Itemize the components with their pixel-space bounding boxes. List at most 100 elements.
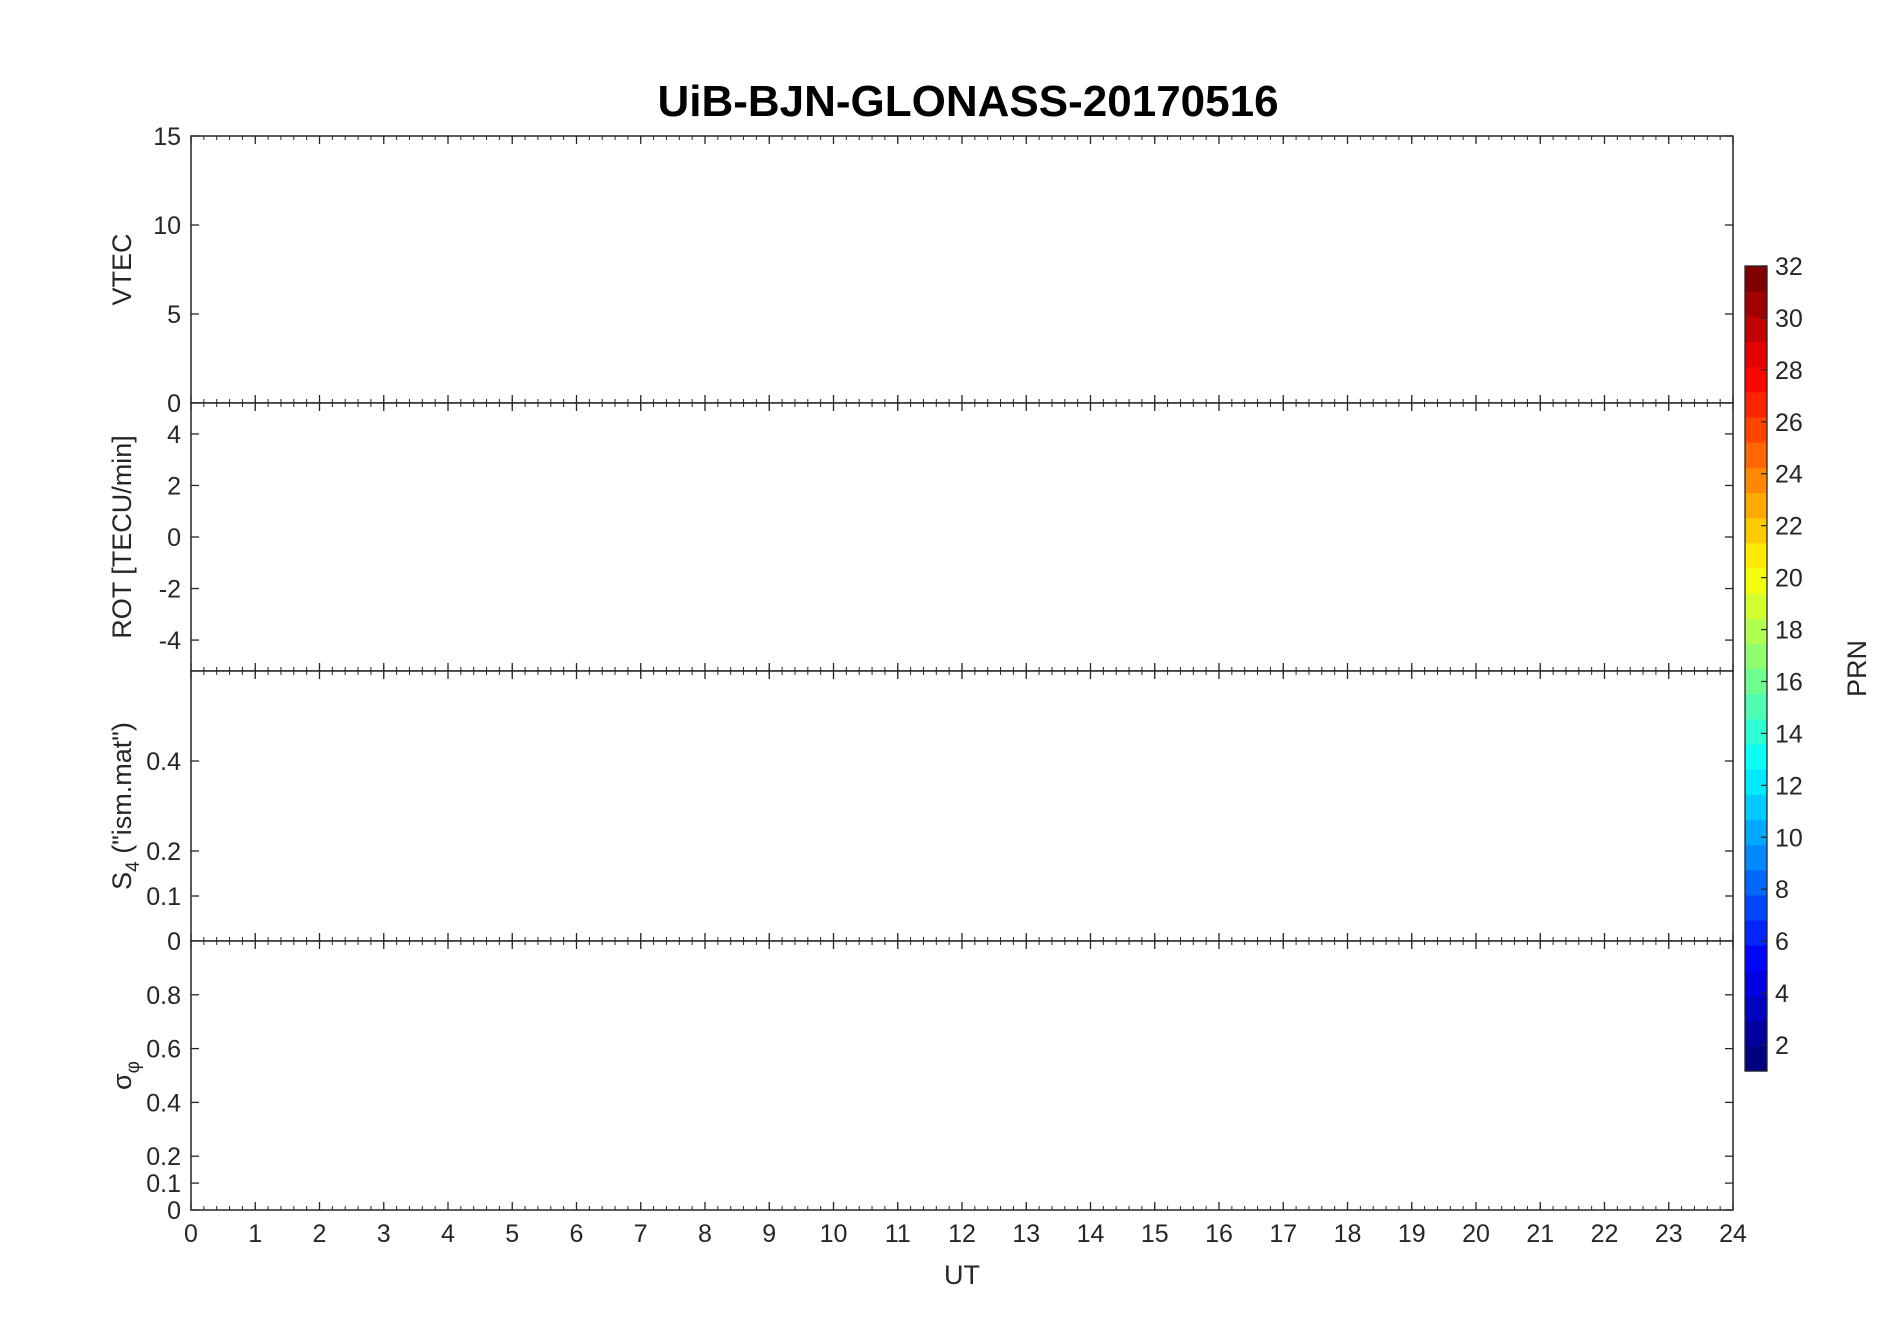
y-tick-label: 0.8 bbox=[146, 982, 181, 1010]
colorbar-segment bbox=[1745, 920, 1767, 946]
x-tick-label: 3 bbox=[377, 1220, 391, 1248]
x-tick-label: 7 bbox=[634, 1220, 648, 1248]
x-tick-label: 12 bbox=[948, 1220, 976, 1248]
colorbar-segment bbox=[1745, 517, 1767, 544]
axes-frame bbox=[190, 135, 1734, 404]
colorbar-segment bbox=[1745, 869, 1767, 896]
colorbar-segment bbox=[1745, 844, 1767, 871]
colorbar-tick-label: 18 bbox=[1775, 617, 1803, 645]
panel-rot: -4 -2 0 2 4 ROT [TECU/min] bbox=[107, 402, 1734, 672]
colorbar-tick-label: 14 bbox=[1775, 720, 1803, 748]
x-tick-label: 22 bbox=[1591, 1220, 1619, 1248]
colorbar-segment bbox=[1745, 945, 1767, 971]
figure-title: UiB-BJN-GLONASS-20170516 bbox=[657, 77, 1278, 126]
colorbar-segment bbox=[1745, 542, 1767, 569]
axes-frame bbox=[190, 402, 1734, 672]
x-tick-label: 9 bbox=[762, 1220, 776, 1248]
colorbar-segment bbox=[1745, 593, 1767, 619]
colorbar-tick-label: 30 bbox=[1775, 305, 1803, 333]
x-tick-label: 0 bbox=[184, 1220, 198, 1248]
colorbar-segment bbox=[1745, 291, 1767, 317]
y-tick-label: 2 bbox=[167, 472, 181, 500]
y-tick-label: 0 bbox=[167, 1197, 181, 1225]
colorbar-segment bbox=[1745, 341, 1767, 368]
colorbar-segment bbox=[1745, 894, 1767, 921]
y-axis-label: S4 ("ism.mat") bbox=[107, 722, 144, 890]
x-tick-label: 21 bbox=[1526, 1220, 1554, 1248]
colorbar-tick-label: 10 bbox=[1775, 824, 1803, 852]
colorbar-segment bbox=[1745, 266, 1767, 292]
colorbar-tick-label: 12 bbox=[1775, 772, 1803, 800]
colorbar-segment bbox=[1745, 316, 1767, 343]
y-tick-label: 0.1 bbox=[146, 1170, 181, 1198]
colorbar-segment bbox=[1745, 366, 1767, 393]
x-tick-label: 24 bbox=[1719, 1220, 1747, 1248]
x-tick-label: 13 bbox=[1012, 1220, 1040, 1248]
panel-s4: 0 0.1 0.2 0.4S4 ("ism.mat") bbox=[107, 670, 1734, 956]
colorbar-label: PRN bbox=[1842, 640, 1872, 697]
colorbar-segment bbox=[1745, 1045, 1767, 1072]
colorbar-tick-label: 16 bbox=[1775, 668, 1803, 696]
y-tick-label: 0.6 bbox=[146, 1036, 181, 1064]
colorbar-segment bbox=[1745, 819, 1767, 846]
colorbar-segment bbox=[1745, 718, 1767, 745]
y-tick-label: 0 bbox=[167, 524, 181, 552]
colorbar-tick-label: 8 bbox=[1775, 876, 1789, 904]
y-tick-label: 4 bbox=[167, 421, 181, 449]
colorbar-tick-label: 28 bbox=[1775, 357, 1803, 385]
colorbar-tick-label: 32 bbox=[1775, 253, 1803, 281]
y-axis-label: VTEC bbox=[107, 233, 137, 305]
x-tick-label: 10 bbox=[820, 1220, 848, 1248]
colorbar-frame bbox=[1744, 265, 1768, 1072]
y-tick-label: 0.1 bbox=[146, 883, 181, 911]
colorbar-segment bbox=[1745, 769, 1767, 795]
x-tick-label: 2 bbox=[313, 1220, 327, 1248]
y-tick-label: 0.4 bbox=[146, 748, 181, 776]
colorbar-tick-label: 20 bbox=[1775, 565, 1803, 593]
colorbar-tick-label: 6 bbox=[1775, 928, 1789, 956]
colorbar-segment bbox=[1745, 391, 1767, 418]
colorbar-segment bbox=[1745, 467, 1767, 494]
y-tick-label: -4 bbox=[159, 627, 181, 655]
x-tick-label: 8 bbox=[698, 1220, 712, 1248]
x-tick-label: 18 bbox=[1334, 1220, 1362, 1248]
y-tick-label: 10 bbox=[153, 212, 181, 240]
colorbar-segment bbox=[1745, 567, 1767, 594]
y-tick-label: -2 bbox=[159, 576, 181, 604]
colorbar-segment bbox=[1745, 668, 1767, 695]
colorbar-segment bbox=[1745, 743, 1767, 770]
y-tick-label: 15 bbox=[153, 123, 181, 151]
colorbar-segment bbox=[1745, 442, 1767, 468]
x-tick-label: 20 bbox=[1462, 1220, 1490, 1248]
colorbar-segment bbox=[1745, 970, 1767, 997]
x-tick-label: 11 bbox=[885, 1220, 911, 1248]
colorbar-tick-label: 24 bbox=[1775, 461, 1803, 489]
colorbar-segment bbox=[1745, 693, 1767, 720]
x-tick-label: 1 bbox=[248, 1220, 262, 1248]
y-axis-label: σφ bbox=[107, 1061, 144, 1090]
colorbar-segment bbox=[1745, 618, 1767, 644]
y-tick-label: 0.2 bbox=[146, 838, 181, 866]
colorbar-segment bbox=[1745, 416, 1767, 443]
x-axis-label: UT bbox=[944, 1260, 980, 1290]
x-tick-label: 19 bbox=[1398, 1220, 1426, 1248]
colorbar-segment bbox=[1745, 995, 1767, 1022]
y-tick-label: 0.2 bbox=[146, 1143, 181, 1171]
x-tick-label: 4 bbox=[441, 1220, 455, 1248]
colorbar-segment bbox=[1745, 1020, 1767, 1047]
x-tick-label: 16 bbox=[1205, 1220, 1233, 1248]
x-tick-label: 23 bbox=[1655, 1220, 1683, 1248]
panel-vtec: 0 5 10 15 VTEC bbox=[107, 123, 1734, 418]
colorbar-tick-label: 22 bbox=[1775, 513, 1803, 541]
x-tick-label: 5 bbox=[505, 1220, 519, 1248]
axes-frame bbox=[190, 940, 1734, 1211]
colorbar-segment bbox=[1745, 643, 1767, 670]
colorbar-tick-label: 26 bbox=[1775, 409, 1803, 437]
axes-frame bbox=[190, 670, 1734, 942]
colorbar-segment bbox=[1745, 492, 1767, 519]
y-tick-label: 5 bbox=[167, 301, 181, 329]
colorbar-tick-label: 4 bbox=[1775, 980, 1789, 1008]
